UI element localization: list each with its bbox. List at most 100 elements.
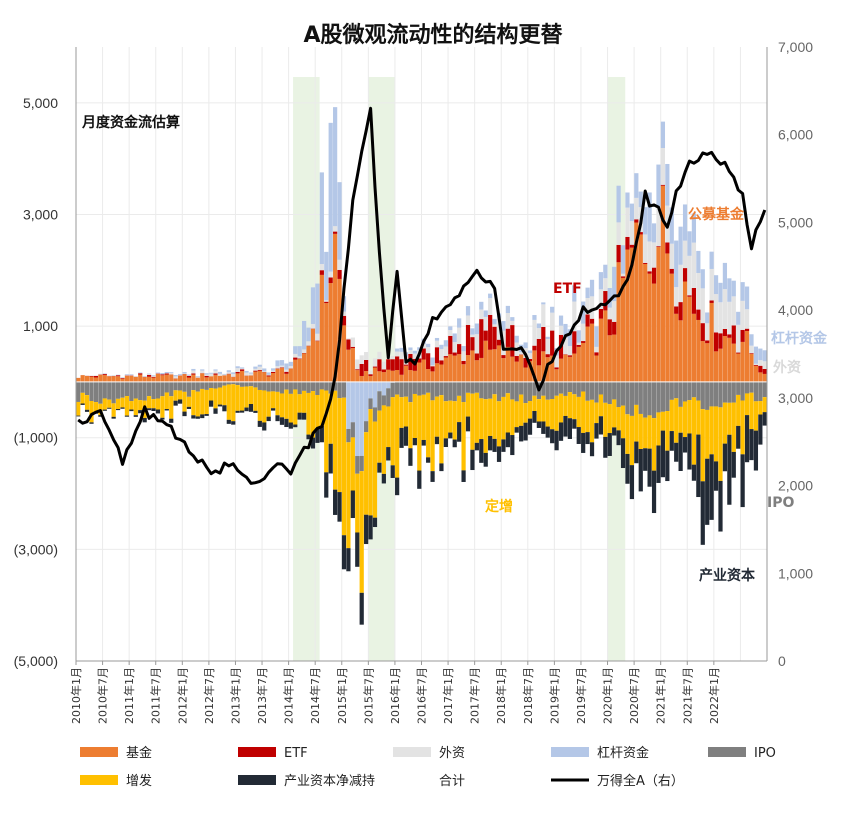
bar-foreign-85 [452, 342, 457, 353]
bar-ipo-122 [616, 381, 621, 408]
bar-placement-88 [465, 392, 471, 417]
bar-foreign-30 [208, 373, 214, 377]
bar-industry-94 [492, 438, 497, 452]
bar-placement-45 [275, 391, 280, 416]
bar-foreign-75 [408, 350, 413, 354]
annotation-0: 公募基金 [688, 206, 745, 223]
bar-foreign-66 [368, 370, 373, 375]
bar-ipo-30 [208, 381, 214, 389]
bar-industry-7 [107, 407, 112, 409]
bar-fund-36 [235, 373, 240, 382]
bar-foreign-89 [470, 334, 475, 338]
bar-etf-113 [576, 344, 581, 347]
bar-etf-131 [656, 246, 661, 247]
bar-ipo-117 [594, 381, 599, 403]
bar-foreign-12 [129, 374, 134, 376]
bar-fund-74 [403, 365, 409, 382]
bar-ipo-80 [430, 381, 435, 401]
bar-industry-63 [355, 532, 360, 567]
bar-ipo-67 [372, 407, 378, 422]
bar-etf-120 [607, 319, 612, 336]
bar-placement-148 [731, 402, 736, 452]
bar-placement-3 [89, 400, 94, 423]
bar-ipo-35 [231, 381, 236, 385]
bar-placement-63 [355, 473, 360, 533]
bar-fund-88 [465, 355, 471, 382]
bar-etf-123 [620, 276, 626, 278]
bar-ipo-29 [204, 381, 209, 390]
bar-placement-39 [248, 386, 254, 405]
bar-ipo-69 [381, 395, 386, 406]
bar-ipo-96 [501, 381, 506, 397]
bar-ipo-23 [177, 381, 183, 391]
bar-fund-24 [182, 374, 187, 382]
bar-etf-61 [346, 339, 351, 350]
legend-swatch [80, 747, 118, 757]
bar-etf-75 [408, 353, 413, 371]
bar-placement-143 [709, 406, 714, 455]
bar-industry-47 [284, 418, 289, 428]
bar-placement-114 [581, 391, 586, 433]
bar-margin-154 [758, 348, 763, 361]
bar-margin-105 [541, 302, 546, 305]
bar-fund-7 [107, 376, 112, 382]
bar-foreign-54 [315, 333, 320, 341]
bar-margin-104 [536, 323, 541, 329]
bar-placement-75 [408, 402, 413, 449]
bar-placement-116 [589, 399, 595, 443]
bar-industry-128 [643, 448, 648, 471]
bar-fund-55 [319, 274, 324, 382]
bar-placement-126 [634, 404, 639, 442]
bar-placement-25 [186, 396, 192, 407]
bar-placement-91 [479, 398, 484, 440]
bar-placement-73 [399, 397, 404, 428]
bar-etf-36 [235, 371, 240, 374]
bar-placement-106 [545, 399, 550, 427]
bar-foreign-145 [718, 302, 723, 334]
bar-margin-50 [297, 346, 302, 357]
bar-etf-129 [647, 271, 652, 274]
bar-fund-13 [133, 376, 138, 382]
bar-ipo-85 [452, 381, 457, 402]
bar-ipo-136 [678, 381, 683, 407]
bar-fund-107 [550, 355, 555, 382]
x-tick-label: 2013年7月 [255, 667, 269, 724]
bar-margin-135 [674, 240, 679, 288]
bar-industry-130 [651, 470, 657, 514]
bar-foreign-151 [744, 309, 750, 329]
legend-label: ETF [284, 746, 308, 761]
bar-ipo-13 [133, 381, 138, 399]
bar-placement-72 [395, 394, 400, 478]
bar-margin-81 [434, 337, 440, 341]
bar-fund-30 [208, 376, 214, 382]
bar-fund-109 [558, 358, 564, 382]
bar-ipo-71 [390, 382, 395, 398]
bar-ipo-81 [434, 381, 440, 397]
bar-etf-108 [554, 367, 559, 370]
bar-etf-83 [443, 356, 448, 358]
bar-industry-44 [271, 408, 276, 411]
bar-industry-84 [448, 432, 453, 439]
bar-fund-143 [709, 302, 714, 382]
bar-margin-110 [563, 323, 568, 338]
bar-margin-139 [691, 213, 697, 243]
bar-placement-133 [665, 411, 670, 451]
bar-industry-153 [753, 430, 759, 471]
bar-ipo-53 [310, 381, 316, 392]
bar-foreign-120 [607, 307, 612, 320]
bar-industry-81 [434, 436, 440, 445]
bar-fund-100 [519, 354, 524, 382]
bar-foreign-118 [598, 289, 603, 309]
bar-fund-14 [138, 374, 143, 382]
bar-etf-150 [740, 329, 745, 342]
bar-industry-32 [217, 404, 223, 407]
bar-industry-27 [195, 416, 200, 419]
bar-etf-40 [253, 370, 258, 372]
bar-fund-126 [634, 222, 639, 382]
bar-ipo-51 [302, 381, 307, 391]
bar-margin-48 [288, 361, 293, 367]
bar-industry-111 [567, 418, 572, 439]
bar-margin-55 [319, 172, 324, 265]
bar-industry-71 [390, 465, 395, 478]
bar-margin-101 [523, 342, 528, 349]
